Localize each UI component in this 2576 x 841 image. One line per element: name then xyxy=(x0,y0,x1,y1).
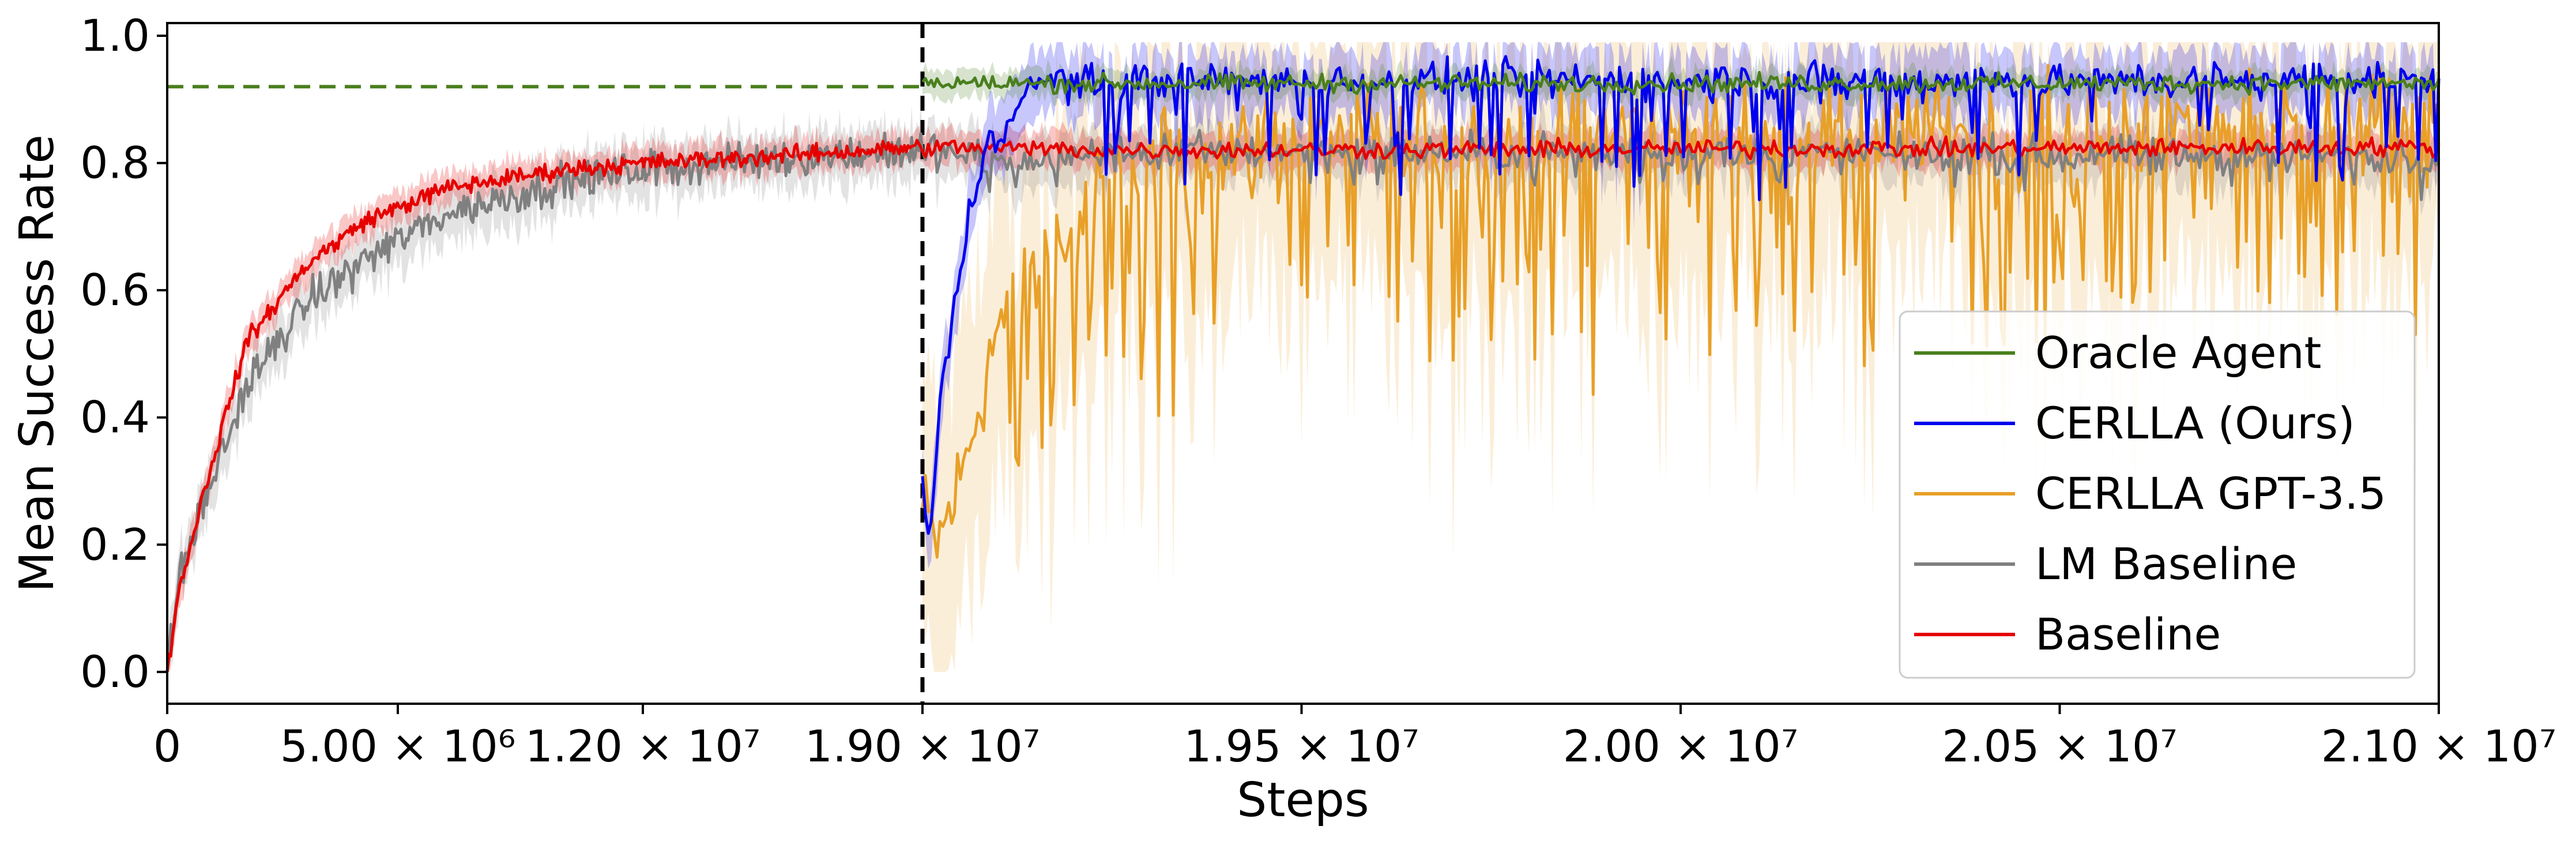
x-tick-label: 1.20 × 10⁷ xyxy=(525,720,760,772)
band-lm-baseline xyxy=(167,101,2439,672)
legend-label: LM Baseline xyxy=(2035,538,2297,590)
legend-box xyxy=(1899,310,2416,679)
x-axis: 0 5.00 × 10⁶ 1.20 × 10⁷ 1.90 × 10⁷ 1.95 × 10… xyxy=(153,704,2556,772)
y-tick-label: 0.2 xyxy=(80,519,150,570)
reference-lines xyxy=(167,23,925,704)
legend-label: Oracle Agent xyxy=(2035,327,2321,378)
band-cerlla-ours- xyxy=(922,42,2439,569)
series-lines xyxy=(165,55,2441,673)
x-tick-label: 2.10 × 10⁷ xyxy=(2321,720,2556,772)
legend-label: CERLLA GPT-3.5 xyxy=(2035,468,2386,519)
x-tick-label: 1.90 × 10⁷ xyxy=(805,720,1040,772)
legend: Oracle Agent CERLLA (Ours) CERLLA GPT-3.5 L… xyxy=(1899,310,2416,679)
plot-frame xyxy=(166,22,2440,705)
y-axis-title: Mean Success Rate xyxy=(10,134,65,592)
x-tick-label: 2.00 × 10⁷ xyxy=(1563,720,1798,772)
y-tick-label: 0.8 xyxy=(80,137,150,189)
x-tick-label: 2.05 × 10⁷ xyxy=(1942,720,2177,772)
y-tick-label: 0.4 xyxy=(80,392,150,443)
y-tick-label: 0.0 xyxy=(80,646,150,697)
y-tick-label: 0.6 xyxy=(80,264,150,316)
x-axis-title: Steps xyxy=(1237,773,1369,828)
legend-items: Oracle Agent CERLLA (Ours) CERLLA GPT-3.5 L… xyxy=(1914,327,2386,660)
line-oracle-agent xyxy=(921,70,2441,96)
x-tick-label: 1.95 × 10⁷ xyxy=(1184,720,1419,772)
y-tick-label: 1.0 xyxy=(80,10,150,61)
y-axis: 0.0 0.2 0.4 0.6 0.8 1.0 xyxy=(80,10,167,697)
legend-label: Baseline xyxy=(2035,609,2221,660)
x-tick-label: 0 xyxy=(153,720,181,772)
line-baseline xyxy=(165,135,2441,673)
legend-label: CERLLA (Ours) xyxy=(2035,397,2355,449)
band-cerlla-gpt-3-5 xyxy=(922,42,2439,672)
x-tick-label: 5.00 × 10⁶ xyxy=(280,720,515,772)
line-cerlla-ours- xyxy=(921,55,2441,535)
